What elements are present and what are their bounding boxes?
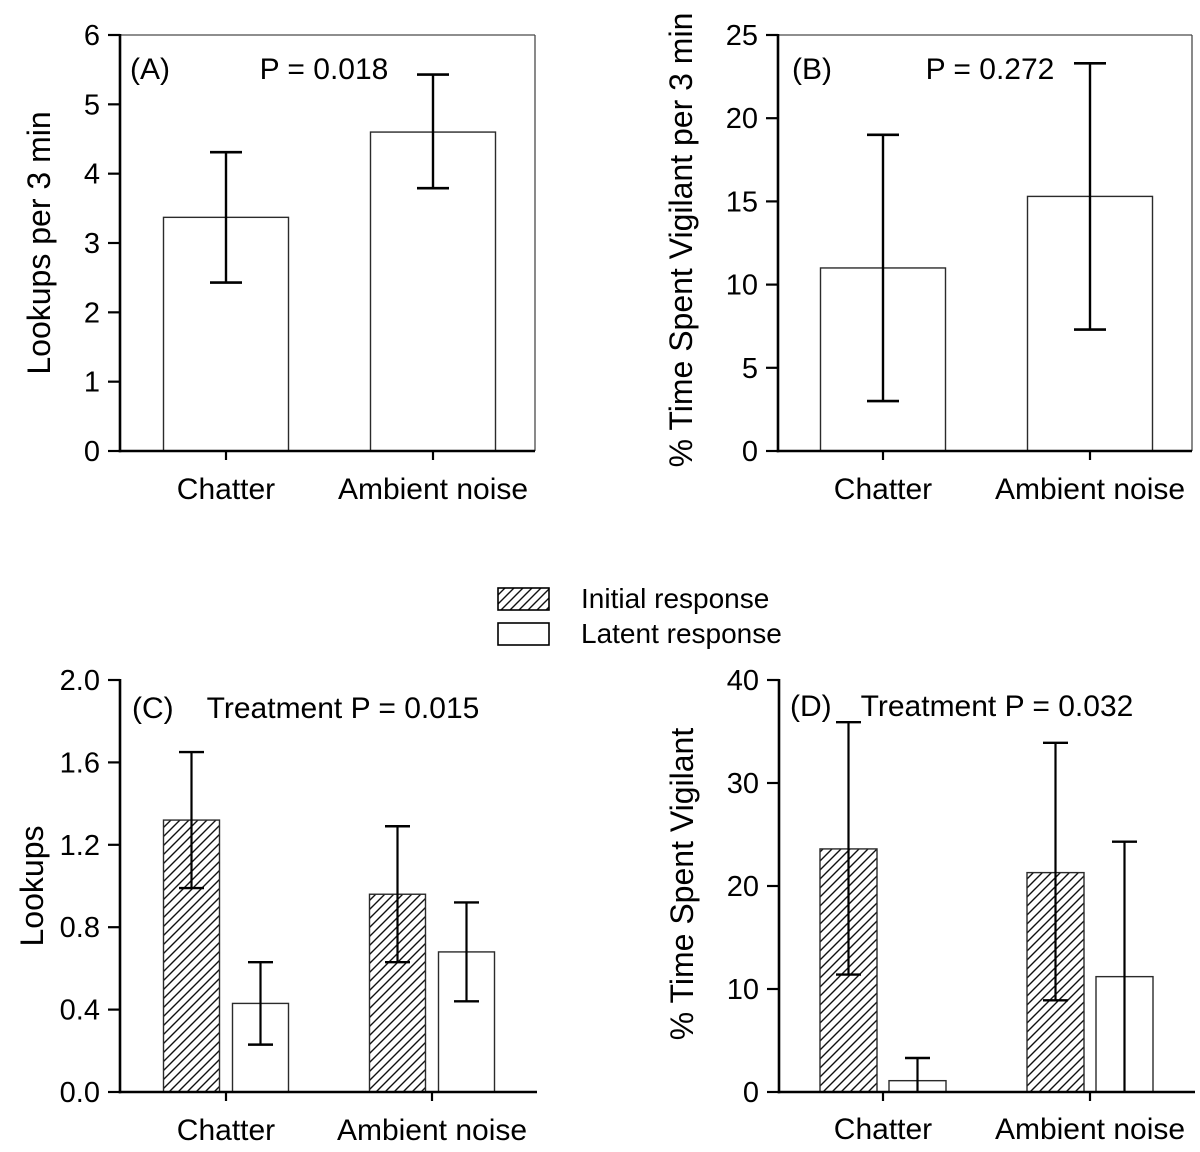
error-bar xyxy=(1112,840,1137,1092)
y-tick-label: 40 xyxy=(727,665,759,697)
error-bar xyxy=(867,133,899,403)
p-value-annotation: P = 0.272 xyxy=(926,53,1055,86)
p-value-annotation: P = 0.018 xyxy=(260,53,389,86)
y-tick-label: 0 xyxy=(84,436,100,468)
panel-b-chart: 0 5 10 15 20 25 Chatter Ambient noise (B) P = 0.2… xyxy=(663,13,1193,506)
y-tick-label: 30 xyxy=(727,768,759,800)
y-tick-label: 1.2 xyxy=(60,830,100,862)
x-category-label-chatter: Chatter xyxy=(177,473,275,506)
legend-label-latent-response: Latent response xyxy=(581,618,782,649)
bars xyxy=(819,721,1154,1093)
y-tick-label: 20 xyxy=(726,103,758,135)
error-bar xyxy=(248,961,273,1046)
y-tick-label: 5 xyxy=(84,89,100,121)
p-value-annotation: Treatment P = 0.015 xyxy=(207,692,480,725)
y-tick-label: 4 xyxy=(84,159,100,191)
plot-frame xyxy=(120,34,536,451)
y-axis-title: Lookups xyxy=(14,826,50,947)
y-tick-label: 1.6 xyxy=(60,747,100,779)
error-bar xyxy=(1074,61,1106,331)
legend-item-latent-response: Latent response xyxy=(497,620,782,648)
x-category-label-ambient-noise: Ambient noise xyxy=(995,1113,1185,1146)
axes xyxy=(767,678,1195,1101)
panel-letter: (B) xyxy=(792,53,832,86)
error-bar xyxy=(836,721,861,976)
x-category-label-chatter: Chatter xyxy=(834,473,932,506)
y-tick-label: 25 xyxy=(726,20,758,52)
y-tick-label: 10 xyxy=(726,270,758,302)
panel-letter: (A) xyxy=(130,53,170,86)
y-axis-title: % Time Spent Vigilant per 3 min xyxy=(663,13,699,468)
y-tick-label: 0 xyxy=(743,1077,759,1109)
y-tick-label: 0.0 xyxy=(60,1077,100,1109)
y-tick-label: 15 xyxy=(726,186,758,218)
error-bar xyxy=(905,1056,930,1092)
legend-swatch-hatched-icon xyxy=(497,586,550,611)
y-tick-label: 10 xyxy=(727,974,759,1006)
axes xyxy=(108,678,537,1101)
x-category-label-ambient-noise: Ambient noise xyxy=(337,1114,527,1147)
x-category-label-chatter: Chatter xyxy=(177,1114,275,1147)
y-tick-label: 0 xyxy=(742,436,758,468)
plot-frame xyxy=(778,34,1193,451)
panel-c-chart: 0.0 0.4 0.8 1.2 1.6 2.0 Chatter Ambient noise (C… xyxy=(14,665,537,1147)
y-tick-label: 5 xyxy=(742,353,758,385)
legend: Initial response Latent response xyxy=(497,585,782,648)
legend-swatch-open-icon xyxy=(497,621,550,646)
error-bar xyxy=(417,73,449,190)
axes xyxy=(108,33,535,460)
p-value-annotation: Treatment P = 0.032 xyxy=(861,690,1134,723)
y-tick-label: 3 xyxy=(84,228,100,260)
error-bar xyxy=(210,150,242,284)
y-tick-label: 1 xyxy=(84,367,100,399)
y-axis-title: Lookups per 3 min xyxy=(21,111,57,374)
y-axis-title: % Time Spent Vigilant xyxy=(664,728,700,1041)
legend-item-initial-response: Initial response xyxy=(497,585,782,613)
bars xyxy=(162,73,497,452)
panel-a-chart: 0 1 2 3 4 5 6 Chatter Ambient noise (A) P = 0.018 L… xyxy=(21,20,536,506)
y-tick-label: 2 xyxy=(84,297,100,329)
panel-d-chart: 0 10 20 30 40 Chatter Ambient noise (D) Treatmen… xyxy=(664,665,1195,1146)
bars xyxy=(819,61,1154,452)
panel-letter: (D) xyxy=(790,690,832,723)
error-bar xyxy=(454,901,479,1003)
bars xyxy=(162,750,496,1093)
x-category-label-ambient-noise: Ambient noise xyxy=(338,473,528,506)
legend-label-initial-response: Initial response xyxy=(581,583,770,614)
axes xyxy=(766,33,1192,460)
error-bar xyxy=(385,825,410,964)
error-bar xyxy=(179,750,204,890)
y-tick-label: 0.4 xyxy=(60,995,100,1027)
error-bar xyxy=(1043,741,1068,1002)
panel-letter: (C) xyxy=(132,692,174,725)
y-tick-label: 0.8 xyxy=(60,912,100,944)
x-category-label-chatter: Chatter xyxy=(834,1113,932,1146)
x-category-label-ambient-noise: Ambient noise xyxy=(995,473,1185,506)
y-tick-label: 2.0 xyxy=(60,665,100,697)
y-tick-label: 20 xyxy=(727,871,759,903)
y-tick-label: 6 xyxy=(84,20,100,52)
